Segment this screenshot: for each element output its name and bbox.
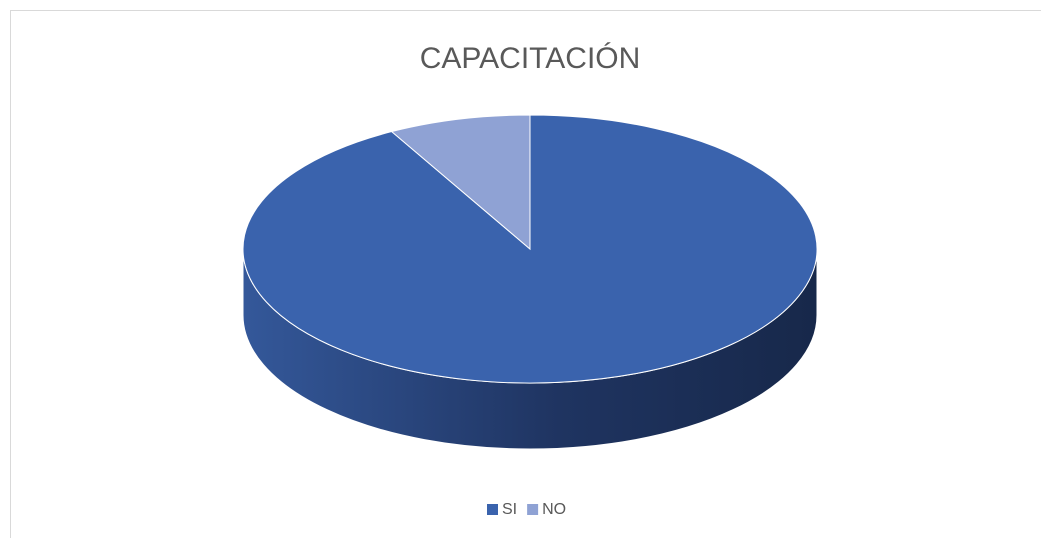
legend-label: NO [542, 501, 566, 518]
legend-swatch [527, 504, 539, 515]
chart-title: CAPACITACIÓN [420, 42, 641, 75]
legend-label: SI [502, 501, 517, 518]
legend-swatch [487, 504, 498, 515]
pie-slice [390, 114, 531, 251]
